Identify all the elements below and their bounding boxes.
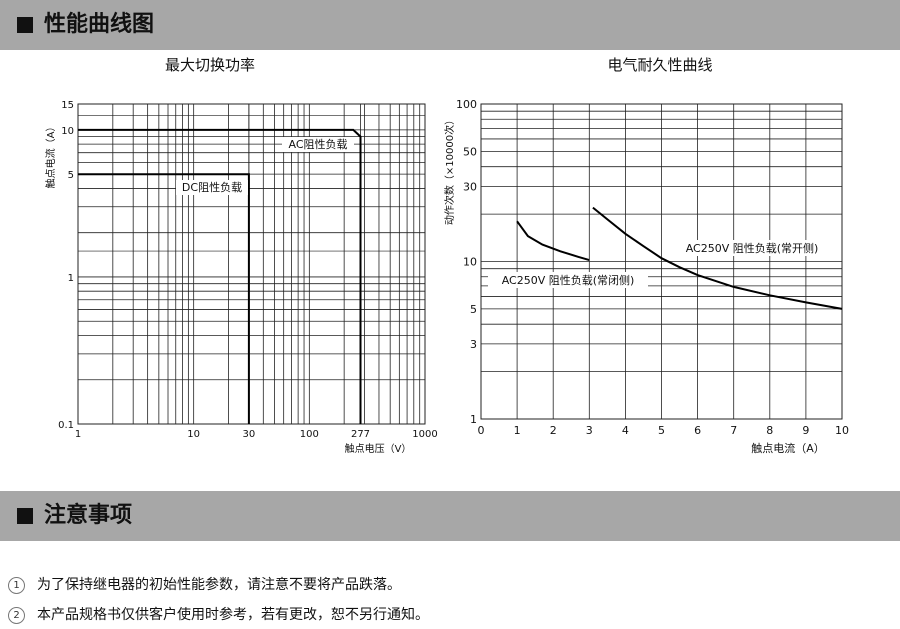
y-tick-label: 3 bbox=[470, 338, 477, 351]
square-bullet-icon bbox=[17, 17, 33, 33]
x-tick-label: 4 bbox=[622, 424, 629, 437]
y-tick-label: 5 bbox=[68, 170, 74, 181]
y-tick-label: 1 bbox=[470, 413, 477, 426]
y-tick-label: 50 bbox=[463, 145, 477, 158]
series-line bbox=[78, 128, 362, 424]
series-label: AC250V 阻性负载(常开侧) bbox=[686, 241, 819, 255]
x-tick-label: 9 bbox=[802, 424, 809, 437]
x-tick-label: 1000 bbox=[412, 429, 437, 440]
y-tick-label: 10 bbox=[61, 126, 74, 137]
series-line bbox=[592, 206, 843, 310]
series-label-background bbox=[672, 240, 832, 256]
x-tick-label: 7 bbox=[730, 424, 737, 437]
x-tick-label: 30 bbox=[242, 429, 255, 440]
x-tick-label: 3 bbox=[586, 424, 593, 437]
series-label-background bbox=[176, 180, 248, 195]
note-number: 1 bbox=[8, 576, 25, 594]
x-tick-label: 1 bbox=[75, 429, 81, 440]
y-tick-label: 10 bbox=[463, 256, 477, 269]
x-tick-label: 1 bbox=[514, 424, 521, 437]
y-axis-label: 动作次数（×10000次） bbox=[443, 115, 456, 225]
series-label-background bbox=[282, 137, 354, 152]
y-axis-label: 触点电流（A） bbox=[44, 122, 57, 189]
x-tick-label: 100 bbox=[300, 429, 319, 440]
series-label-background bbox=[488, 272, 648, 288]
section-title: 注意事项 bbox=[44, 503, 133, 528]
x-axis-label: 触点电压（V） bbox=[345, 442, 412, 455]
series-line bbox=[516, 220, 590, 262]
x-tick-label: 10 bbox=[187, 429, 200, 440]
series-label: AC阻性负载 bbox=[288, 137, 347, 151]
x-tick-label: 0 bbox=[478, 424, 485, 437]
y-tick-label: 0.1 bbox=[58, 420, 74, 431]
x-tick-label: 6 bbox=[694, 424, 701, 437]
x-tick-label: 277 bbox=[351, 429, 370, 440]
x-tick-label: 10 bbox=[835, 424, 849, 437]
series-line bbox=[78, 173, 250, 424]
note-text: 为了保持继电器的初始性能参数，请注意不要将产品跌落。 bbox=[37, 577, 401, 593]
section-title: 性能曲线图 bbox=[44, 12, 155, 37]
note-text: 本产品规格书仅供客户使用时参考，若有更改，恕不另行通知。 bbox=[37, 607, 429, 623]
performance-section-header: 性能曲线图 bbox=[0, 0, 900, 50]
plot-frame bbox=[480, 103, 843, 420]
x-tick-label: 5 bbox=[658, 424, 665, 437]
notes-section-header: 注意事项 bbox=[0, 491, 900, 541]
note-item: 2 本产品规格书仅供客户使用时参考，若有更改，恕不另行通知。 bbox=[8, 605, 429, 625]
note-item: 1 为了保持继电器的初始性能参数，请注意不要将产品跌落。 bbox=[8, 575, 401, 595]
square-bullet-icon bbox=[17, 508, 33, 524]
x-axis-label: 触点电流（A） bbox=[751, 441, 825, 455]
chart-title-electrical-endurance: 电气耐久性曲线 bbox=[607, 56, 713, 74]
chart-title-max-switching-power: 最大切换功率 bbox=[164, 56, 255, 74]
x-tick-label: 8 bbox=[766, 424, 773, 437]
series-label: AC250V 阻性负载(常闭侧) bbox=[502, 273, 635, 287]
series-label: DC阻性负载 bbox=[182, 180, 242, 194]
y-tick-label: 30 bbox=[463, 180, 477, 193]
note-number: 2 bbox=[8, 606, 25, 624]
y-tick-label: 15 bbox=[61, 100, 74, 111]
y-tick-label: 5 bbox=[470, 303, 477, 316]
plot-frame bbox=[77, 103, 426, 425]
x-tick-label: 2 bbox=[550, 424, 557, 437]
y-tick-label: 1 bbox=[68, 273, 74, 284]
y-tick-label: 100 bbox=[456, 98, 477, 111]
